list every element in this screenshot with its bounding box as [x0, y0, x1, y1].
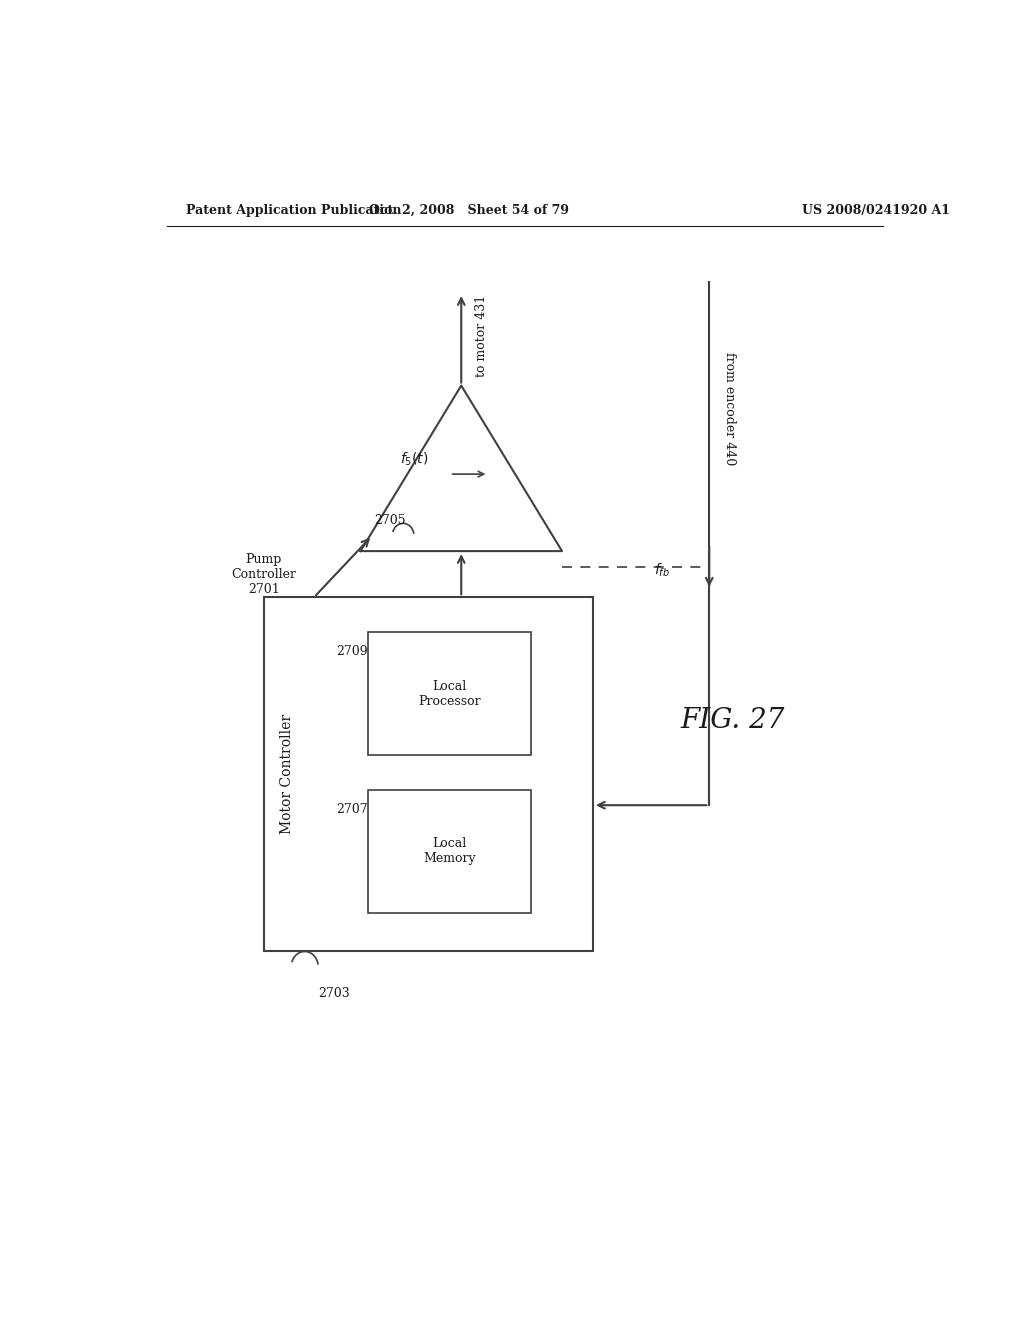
Text: $f_5(t)$: $f_5(t)$ — [400, 450, 429, 469]
Text: Local
Processor: Local Processor — [419, 680, 481, 708]
Text: 2703: 2703 — [317, 987, 349, 1001]
Text: 2709: 2709 — [336, 644, 368, 657]
Text: Oct. 2, 2008   Sheet 54 of 79: Oct. 2, 2008 Sheet 54 of 79 — [369, 205, 569, 218]
Text: Motor Controller: Motor Controller — [280, 714, 294, 834]
Text: Pump
Controller
2701: Pump Controller 2701 — [231, 553, 296, 595]
Bar — [263, 597, 593, 952]
Text: 2707: 2707 — [336, 803, 368, 816]
Bar — [369, 789, 531, 913]
Text: to motor 431: to motor 431 — [475, 294, 488, 376]
Text: FIG. 27: FIG. 27 — [680, 708, 784, 734]
Text: Patent Application Publication: Patent Application Publication — [186, 205, 401, 218]
Text: US 2008/0241920 A1: US 2008/0241920 A1 — [802, 205, 950, 218]
Bar — [369, 632, 531, 755]
Text: 2705: 2705 — [375, 513, 407, 527]
Text: Local
Memory: Local Memory — [423, 837, 476, 866]
Text: $f_{fb}$: $f_{fb}$ — [654, 561, 671, 579]
Text: from encoder 440: from encoder 440 — [723, 352, 736, 465]
